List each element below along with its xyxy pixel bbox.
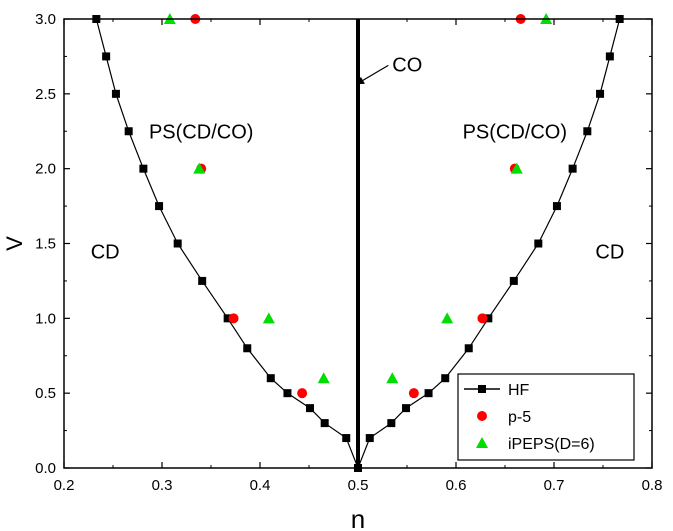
data-point <box>441 312 454 324</box>
data-point <box>552 202 561 211</box>
data-point <box>484 314 493 323</box>
data-point <box>509 276 518 285</box>
data-point <box>408 388 419 399</box>
y-tick-label: 0.0 <box>35 460 56 477</box>
data-point <box>605 52 614 61</box>
y-tick-label: 1.5 <box>35 236 56 253</box>
x-tick-label: 0.3 <box>152 477 173 494</box>
co-arrow-line <box>362 64 389 81</box>
data-point <box>266 374 275 383</box>
data-point <box>228 313 239 324</box>
y-tick-label: 2.5 <box>35 86 56 103</box>
co-arrow-head <box>356 76 365 85</box>
legend-marker <box>476 437 488 448</box>
data-point <box>596 89 605 98</box>
data-point <box>243 344 252 353</box>
data-point <box>424 389 433 398</box>
data-point <box>198 276 207 285</box>
legend-marker <box>477 411 487 421</box>
legend-label: iPEPS(D=6) <box>508 436 595 453</box>
data-point <box>534 239 543 248</box>
data-point <box>155 202 164 211</box>
region-label: PS(CD/CO) <box>463 122 567 144</box>
data-point <box>102 52 111 61</box>
data-point <box>305 404 314 413</box>
ticks-layer: 0.2 0.3 0.4 0.5 0.6 0.7 0.8 0.0 0.5 1.0 1.5 2.0 2.5 3… <box>35 11 662 494</box>
data-point <box>320 419 329 428</box>
data-point <box>223 314 232 323</box>
y-axis-title: V <box>2 236 27 251</box>
y-tick-label: 3.0 <box>35 11 56 28</box>
data-point <box>387 419 396 428</box>
annotation-layer: CO PS(CD/CO) PS(CD/CO) CD CD <box>91 54 625 263</box>
legend-label: p-5 <box>508 409 531 426</box>
x-tick-label: 0.6 <box>446 477 467 494</box>
data-point <box>477 313 488 324</box>
data-point <box>441 374 450 383</box>
data-point <box>342 434 351 443</box>
legend-marker <box>478 385 486 393</box>
data-point <box>583 127 592 136</box>
data-point <box>297 388 308 399</box>
data-point <box>402 404 411 413</box>
plot-frame <box>63 18 653 469</box>
y-tick-label: 1.0 <box>35 310 56 327</box>
region-label: PS(CD/CO) <box>149 122 253 144</box>
data-point <box>317 372 330 384</box>
region-label: CO <box>392 54 422 76</box>
data-point <box>124 127 133 136</box>
y-tick-label: 0.5 <box>35 385 56 402</box>
data-point <box>111 89 120 98</box>
x-axis-title: n <box>351 504 365 531</box>
legend: HF p-5 iPEPS(D=6) <box>457 373 635 461</box>
data-point <box>139 164 148 173</box>
data-point <box>193 162 206 174</box>
data-point <box>365 434 374 443</box>
data-point <box>262 312 275 324</box>
data-point <box>510 162 523 174</box>
x-tick-label: 0.5 <box>348 477 369 494</box>
region-label: CD <box>91 241 120 263</box>
data-point <box>173 239 182 248</box>
x-tick-label: 0.4 <box>250 477 271 494</box>
data-point <box>464 344 473 353</box>
y-tick-label: 2.0 <box>35 161 56 178</box>
data-point <box>283 389 292 398</box>
region-label: CD <box>595 241 624 263</box>
data-point <box>386 372 399 384</box>
x-tick-label: 0.7 <box>544 477 565 494</box>
x-tick-label: 0.8 <box>642 477 663 494</box>
legend-label: HF <box>508 382 530 399</box>
x-tick-label: 0.2 <box>54 477 75 494</box>
data-point <box>568 164 577 173</box>
